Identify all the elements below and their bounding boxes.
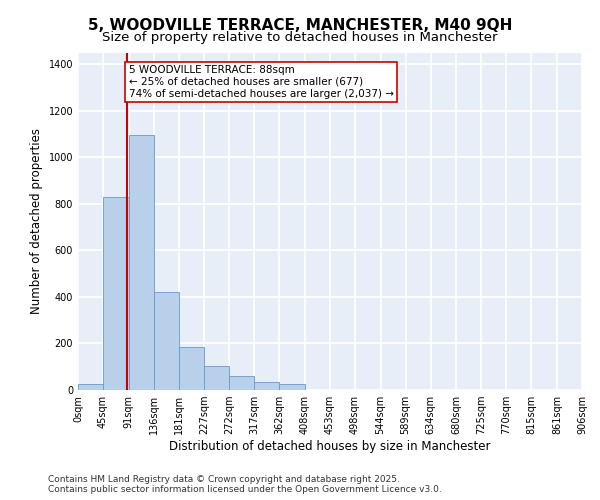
Bar (204, 366, 229, 390)
Bar (280, 384, 305, 390)
Bar (103, 197, 128, 390)
Text: Contains HM Land Registry data © Crown copyright and database right 2025.
Contai: Contains HM Land Registry data © Crown c… (48, 474, 442, 494)
Bar (229, 376, 254, 390)
Bar (179, 347, 204, 390)
Bar (78, 384, 103, 390)
Bar (128, 135, 154, 390)
Text: 5, WOODVILLE TERRACE, MANCHESTER, M40 9QH: 5, WOODVILLE TERRACE, MANCHESTER, M40 9Q… (88, 18, 512, 32)
Text: Size of property relative to detached houses in Manchester: Size of property relative to detached ho… (102, 31, 498, 44)
X-axis label: Distribution of detached houses by size in Manchester: Distribution of detached houses by size … (169, 440, 491, 453)
Y-axis label: Number of detached properties: Number of detached properties (30, 128, 43, 314)
Text: 5 WOODVILLE TERRACE: 88sqm
← 25% of detached houses are smaller (677)
74% of sem: 5 WOODVILLE TERRACE: 88sqm ← 25% of deta… (128, 66, 394, 98)
Bar (254, 382, 280, 390)
Bar (154, 292, 179, 390)
